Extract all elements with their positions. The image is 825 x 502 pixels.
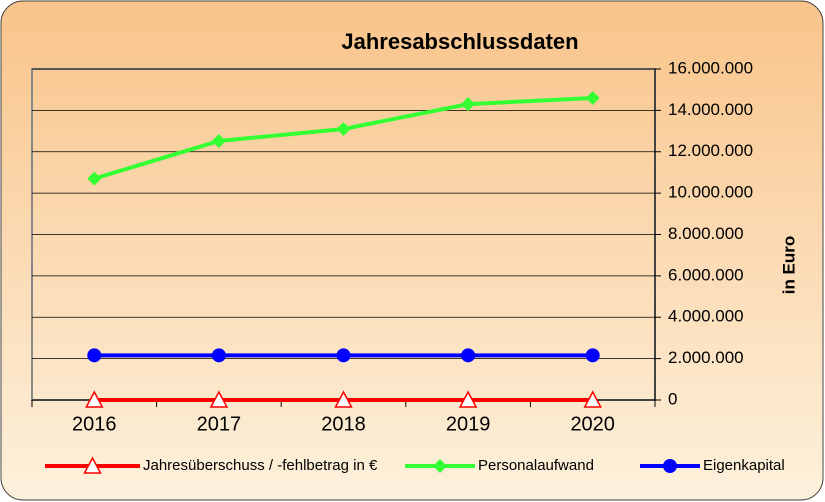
data-point [461,97,476,112]
legend-label: Personalaufwand [478,457,594,474]
data-point [336,121,351,136]
data-point [87,171,102,186]
data-point [461,348,476,363]
legend-label: Eigenkapital [703,457,785,474]
chart-title: Jahresabschlussdaten [341,29,578,54]
data-point [458,390,478,408]
y-tick-label: 16.000.000 [668,58,753,77]
y-tick-label: 6.000.000 [668,265,744,284]
legend-marker [83,456,102,474]
y-axis-label: in Euro [779,236,798,295]
data-point [87,348,102,363]
legend-label: Jahresüberschuss / -fehlbetrag in € [143,457,378,474]
data-point [585,348,600,363]
legend-marker [433,459,447,473]
data-point [334,390,353,408]
data-point [209,390,229,408]
x-tick-label: 2020 [570,413,615,435]
data-point [585,90,600,105]
y-tick-label: 2.000.000 [668,348,744,367]
y-tick-label: 10.000.000 [668,183,753,202]
y-tick-label: 12.000.000 [668,141,753,160]
data-point [85,390,104,408]
x-tick-label: 2018 [321,413,366,435]
data-point [583,390,602,408]
y-tick-label: 4.000.000 [668,307,744,326]
data-point [336,348,351,363]
y-tick-label: 14.000.000 [668,100,753,119]
y-tick-label: 0 [668,389,677,408]
x-tick-label: 2016 [72,413,117,435]
data-point [211,348,226,363]
data-point [211,133,226,148]
x-tick-label: 2019 [446,413,491,435]
legend-marker [663,459,677,473]
x-tick-label: 2017 [197,413,242,435]
y-tick-label: 8.000.000 [668,224,744,243]
